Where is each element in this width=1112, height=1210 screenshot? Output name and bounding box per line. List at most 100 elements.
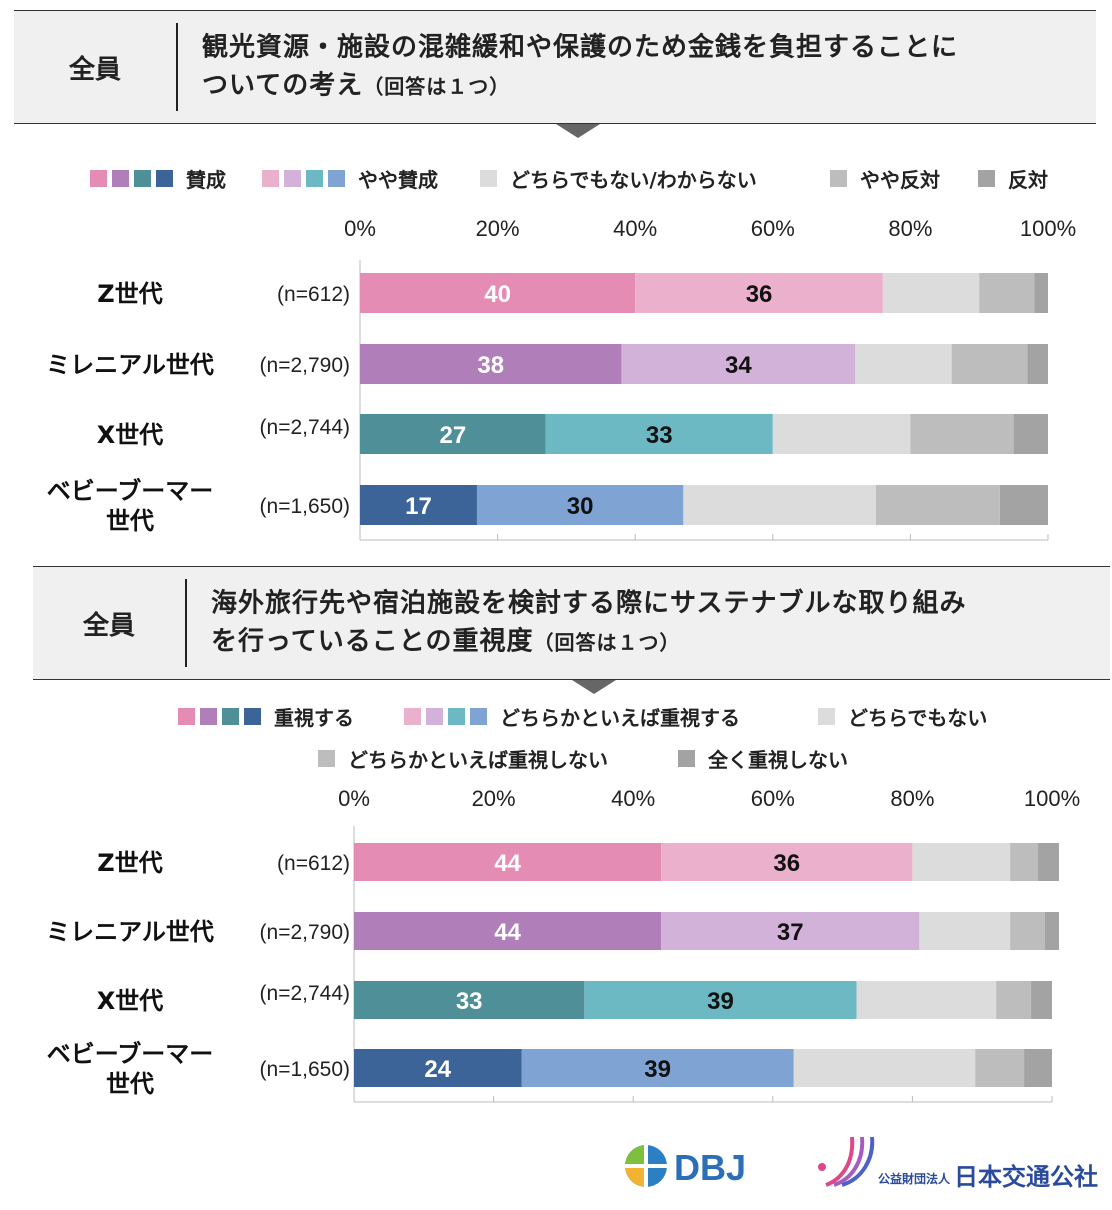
bar-segment bbox=[521, 1049, 794, 1087]
legend-label: どちらかといえば重視しない bbox=[348, 747, 608, 772]
bar-segment bbox=[882, 273, 980, 313]
legend-item: 反対 bbox=[978, 164, 1048, 192]
bar-segment bbox=[635, 273, 883, 313]
bar-segment bbox=[1024, 1049, 1052, 1087]
bar-segment bbox=[360, 414, 546, 454]
bar-value-label: 44 bbox=[494, 850, 521, 877]
bar-segment bbox=[1038, 843, 1059, 881]
bar-value-label: 39 bbox=[707, 988, 734, 1015]
bar-segment bbox=[912, 843, 1011, 881]
bar-segment bbox=[661, 843, 913, 881]
legend-swatch bbox=[284, 169, 301, 187]
category-label: 世代 bbox=[106, 507, 154, 535]
dbj-logo: DBJ bbox=[622, 1140, 752, 1192]
legend-label: 全く重視しない bbox=[708, 747, 848, 772]
question-title-line: 観光資源・施設の混雑緩和や保護のため金銭を負担することに bbox=[202, 32, 959, 63]
legend-label: どちらかといえば重視する bbox=[500, 705, 740, 730]
legend-swatch bbox=[678, 749, 695, 767]
legend-swatch bbox=[480, 169, 497, 187]
bar-segment bbox=[661, 912, 920, 950]
bar-segment bbox=[683, 485, 876, 525]
axis-tick-label: 80% bbox=[890, 786, 934, 811]
category-label: Z世代 bbox=[97, 280, 162, 308]
bar-value-label: 27 bbox=[440, 422, 467, 449]
sample-size-label: (n=612) bbox=[277, 283, 350, 306]
question-title-line: ついての考え bbox=[202, 70, 364, 101]
question-header-2: 全員 海外旅行先や宿泊施設を検討する際にサステナブルな取り組み を行っていること… bbox=[33, 566, 1110, 680]
axis-tick-label: 100% bbox=[1024, 786, 1080, 811]
legend-label: 賛成 bbox=[186, 167, 226, 192]
bar-segment bbox=[360, 273, 636, 313]
down-arrow-icon bbox=[556, 124, 600, 138]
question-title: 海外旅行先や宿泊施設を検討する際にサステナブルな取り組み を行っていることの重視… bbox=[211, 585, 1098, 662]
legend-swatch bbox=[90, 169, 107, 187]
bar-segment bbox=[1045, 912, 1059, 950]
legend-swatch bbox=[448, 707, 465, 725]
category-label: ミレニアル世代 bbox=[46, 918, 214, 946]
legend-label: 反対 bbox=[1008, 167, 1048, 192]
bar-segment bbox=[876, 485, 1000, 525]
bar-segment bbox=[996, 981, 1032, 1019]
bar-value-label: 30 bbox=[567, 493, 594, 520]
bar-segment bbox=[772, 414, 911, 454]
legend-swatch bbox=[470, 707, 487, 725]
header-divider bbox=[185, 579, 187, 667]
legend-swatch bbox=[818, 707, 835, 725]
jtb-mark-icon: 公益財団法人 日本交通公社 bbox=[818, 1136, 1098, 1191]
bar-value-label: 33 bbox=[646, 422, 673, 449]
legend-label: どちらでもない/わからない bbox=[510, 167, 757, 192]
bar-value-label: 33 bbox=[456, 988, 483, 1015]
legend-label: 重視する bbox=[274, 705, 354, 730]
bar-segment bbox=[584, 981, 857, 1019]
legend-item: 全く重視しない bbox=[678, 744, 848, 772]
bar-segment bbox=[1010, 912, 1046, 950]
bar-value-label: 44 bbox=[494, 919, 521, 946]
axis-tick-label: 40% bbox=[613, 216, 657, 241]
bar-segment bbox=[360, 344, 622, 384]
bar-segment bbox=[1031, 981, 1052, 1019]
legend-swatch bbox=[200, 707, 217, 725]
bar-value-label: 17 bbox=[405, 493, 432, 520]
question-subtitle: （回答は１つ） bbox=[363, 74, 511, 99]
legend-swatch bbox=[112, 169, 129, 187]
legend-swatch bbox=[318, 749, 335, 767]
legend-item: 重視する bbox=[178, 702, 354, 730]
legend-swatch bbox=[404, 707, 421, 725]
bar-segment bbox=[793, 1049, 976, 1087]
bar-segment bbox=[979, 273, 1035, 313]
bar-segment bbox=[951, 344, 1028, 384]
category-label: Z世代 bbox=[97, 849, 162, 877]
sample-size-label: (n=1,650) bbox=[260, 1058, 350, 1081]
legend-swatch bbox=[830, 169, 847, 187]
bar-value-label: 36 bbox=[746, 281, 773, 308]
axis-tick-label: 40% bbox=[611, 786, 655, 811]
header-divider bbox=[176, 23, 178, 111]
bar-segment bbox=[1010, 843, 1039, 881]
legend-swatch bbox=[262, 169, 279, 187]
axis-tick-label: 0% bbox=[338, 786, 370, 811]
axis-tick-label: 20% bbox=[476, 216, 520, 241]
axis-tick-label: 60% bbox=[751, 786, 795, 811]
bar-segment bbox=[354, 1049, 522, 1087]
question-title: 観光資源・施設の混雑緩和や保護のため金銭を負担することに ついての考え（回答は１… bbox=[202, 29, 1084, 106]
legend-swatch bbox=[244, 707, 261, 725]
legend-item: 賛成 bbox=[90, 164, 226, 192]
category-label: X世代 bbox=[97, 421, 164, 449]
question-title-line: 海外旅行先や宿泊施設を検討する際にサステナブルな取り組み bbox=[211, 588, 967, 619]
legend-swatch bbox=[978, 169, 995, 187]
bar-value-label: 38 bbox=[477, 352, 504, 379]
legend-item: どちらでもない bbox=[818, 702, 987, 730]
sample-size-label: (n=2,744) bbox=[260, 982, 350, 1005]
legend-item: やや賛成 bbox=[262, 164, 438, 192]
legend-item: どちらかといえば重視しない bbox=[318, 744, 608, 772]
sample-size-label: (n=1,650) bbox=[260, 495, 350, 518]
category-label: ミレニアル世代 bbox=[46, 351, 214, 379]
legend-label: やや賛成 bbox=[358, 167, 438, 192]
bar-segment bbox=[856, 981, 997, 1019]
sample-size-label: (n=2,744) bbox=[260, 416, 350, 439]
bar-value-label: 39 bbox=[644, 1056, 671, 1083]
category-label: ベビーブーマー bbox=[47, 1040, 214, 1068]
bar-segment bbox=[1034, 273, 1048, 313]
sample-size-label: (n=612) bbox=[277, 852, 350, 875]
